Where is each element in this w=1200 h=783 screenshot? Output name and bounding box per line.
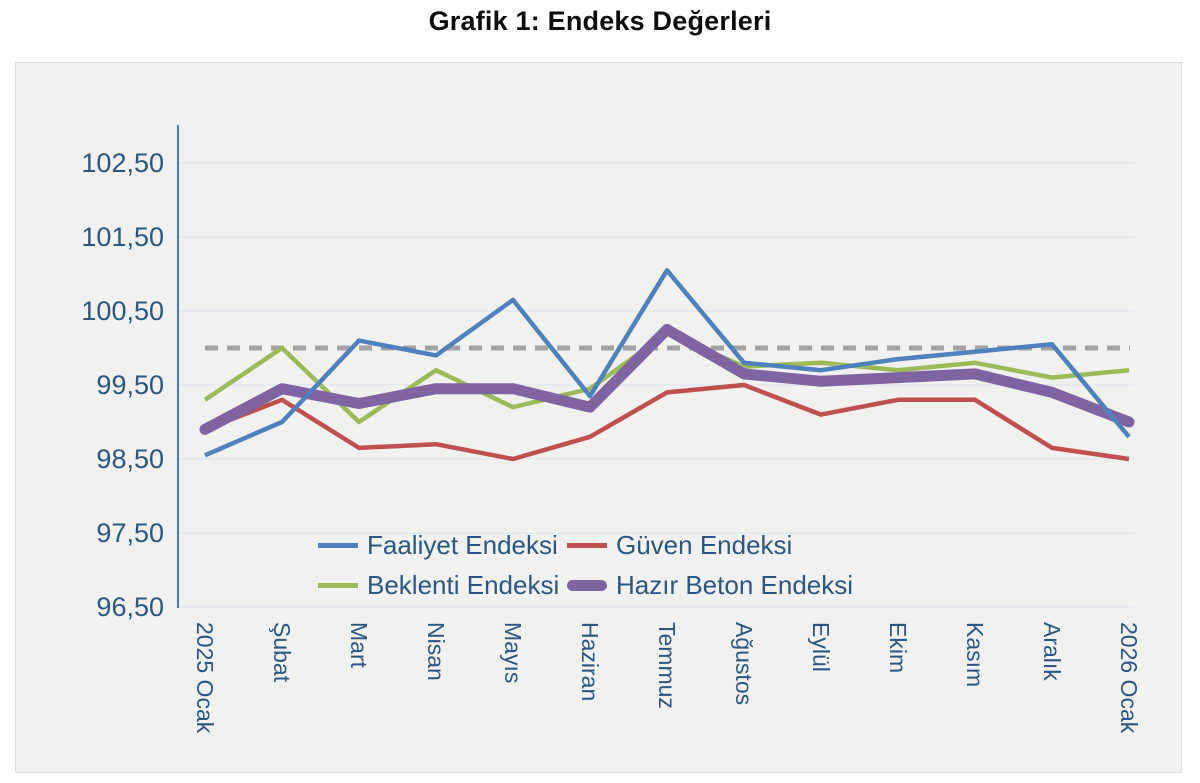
legend-item-beklenti: Beklenti Endeksi [318, 570, 559, 600]
series-line-2 [204, 382, 1130, 462]
x-axis-tick-label: Kasım [962, 622, 988, 688]
chart-area-background [15, 62, 1182, 773]
x-axis-tick-label: 2025 Ocak [192, 622, 218, 734]
x-axis-tick-label: Mart [346, 622, 372, 668]
y-axis-tick-label: 98,50 [96, 444, 164, 474]
legend-item-hazir-beton: Hazır Beton Endeksi [567, 570, 853, 600]
legend-swatch-guven [567, 542, 607, 548]
x-axis-tick-label: Eylül [808, 622, 834, 672]
y-axis-tick-label: 101,50 [81, 222, 164, 252]
y-axis-tick-label: 96,50 [96, 592, 164, 622]
chart-title: Grafik 1: Endeks Değerleri [428, 6, 772, 36]
x-axis-tick-label: Mayıs [500, 622, 526, 684]
y-axis-tick-label: 102,50 [81, 148, 164, 178]
x-axis-tick-label: Nisan [423, 622, 449, 681]
y-axis-tick-label: 100,50 [81, 296, 164, 326]
legend-swatch-beklenti [318, 582, 358, 588]
legend-label: Beklenti Endeksi [367, 569, 560, 600]
series-line-1 [204, 268, 1131, 458]
legend-item-faaliyet: Faaliyet Endeksi [318, 530, 558, 560]
series-line-4 [199, 324, 1135, 435]
x-axis-tick-label: Ağustos [731, 622, 757, 706]
legend-label: Hazır Beton Endeksi [616, 569, 854, 600]
x-axis-tick-label: Ekim [885, 622, 911, 674]
legend-label: Faaliyet Endeksi [367, 529, 558, 560]
legend-label: Güven Endeksi [616, 529, 793, 560]
legend-swatch-faaliyet [318, 542, 358, 548]
y-axis-tick-label: 99,50 [96, 370, 164, 400]
y-axis-tick-label: 97,50 [96, 518, 164, 548]
legend-swatch-hazir-beton [567, 579, 607, 591]
x-axis-tick-label: Temmuz [654, 622, 680, 709]
x-axis-tick-label: 2026 Ocak [1116, 622, 1142, 734]
x-axis-tick-label: Haziran [577, 622, 603, 702]
x-axis-tick-label: Şubat [269, 622, 295, 683]
legend-item-guven: Güven Endeksi [567, 530, 792, 560]
x-axis-tick-label: Aralık [1039, 622, 1065, 681]
